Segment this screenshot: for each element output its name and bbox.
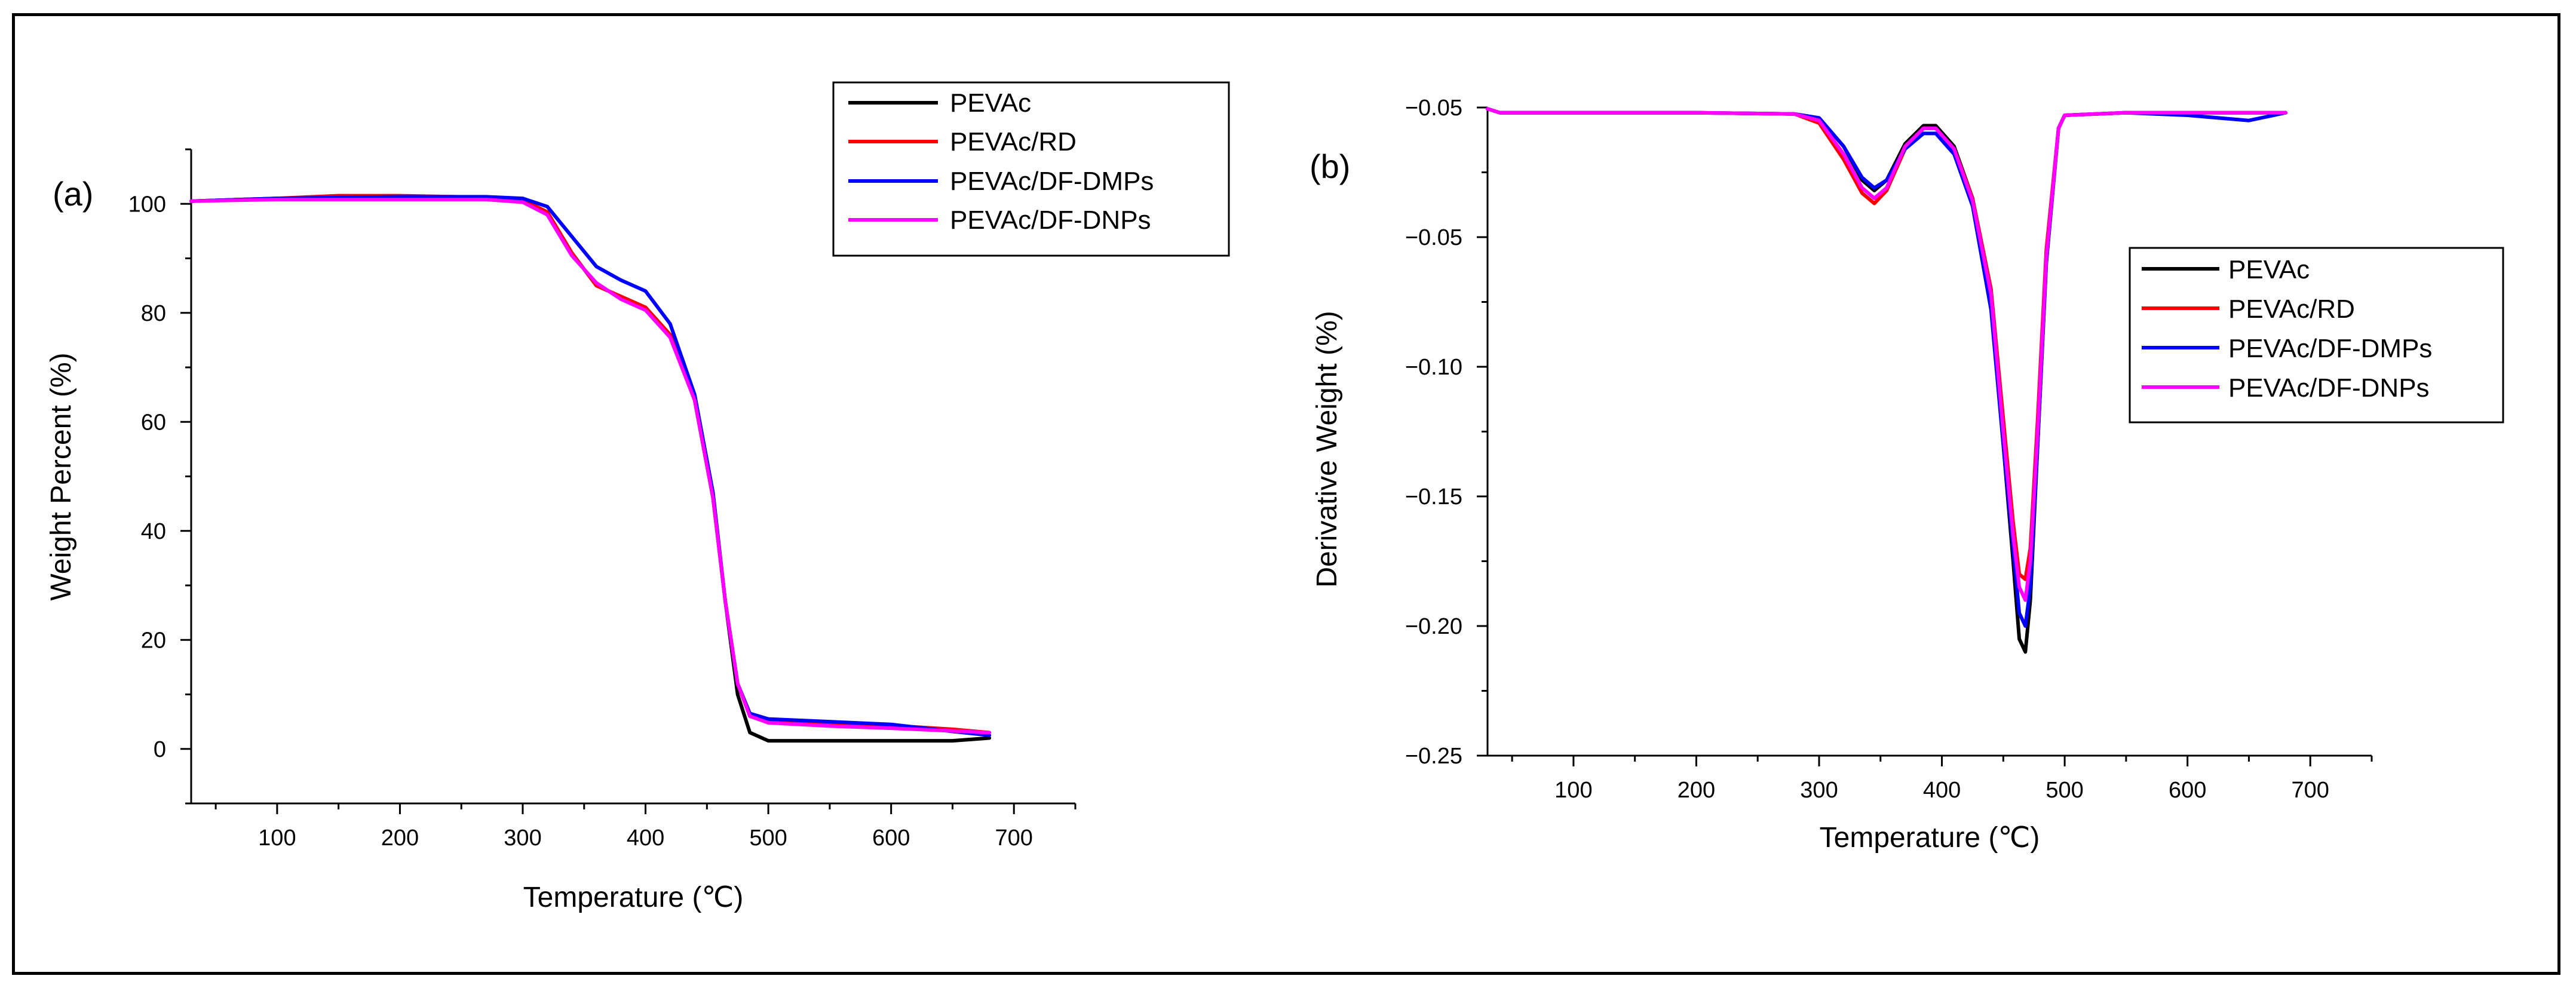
panel-a-legend-box bbox=[832, 81, 1230, 257]
panel-b-series-group bbox=[1486, 107, 2288, 654]
panel-a-y-tick-label: 60 bbox=[141, 410, 166, 435]
panel-b-legend-label-3: PEVAc/DF-DNPs bbox=[2228, 373, 2430, 403]
panel-a-series-pevac-df-dnps bbox=[189, 198, 992, 735]
panel-b-x-label: Temperature (℃) bbox=[1820, 822, 2040, 854]
panel-b-label: (b) bbox=[1310, 148, 1350, 185]
panel-b-x-tick-label: 100 bbox=[1554, 778, 1592, 803]
panel-a-x-tick-label: 300 bbox=[504, 826, 541, 851]
panel-a-x-tick-label: 100 bbox=[258, 826, 296, 851]
panel-a: (a) 100 200 300 400 500 600 700 0 20 40 60 80 100 Te… bbox=[45, 81, 1230, 913]
panel-b-y-label: Derivative Weight (%) bbox=[1311, 311, 1343, 587]
panel-a-x-tick-label: 600 bbox=[872, 826, 910, 851]
panel-b-legend-label-1: PEVAc/RD bbox=[2228, 294, 2355, 324]
panel-b-y-tick-label: −0.05 bbox=[1405, 225, 1462, 250]
panel-b-x-tick-label: 600 bbox=[2169, 778, 2206, 803]
panel-b-x-tick-label: 500 bbox=[2046, 778, 2083, 803]
panel-a-label: (a) bbox=[53, 175, 93, 213]
panel-b-axes bbox=[1486, 108, 2372, 757]
panel-a-y-tick-label: 0 bbox=[154, 737, 166, 762]
figure-frame bbox=[12, 13, 2560, 975]
panel-b-y-tick-label: −0.25 bbox=[1405, 744, 1462, 769]
panel-a-x-tick-label: 400 bbox=[627, 826, 664, 851]
panel-b-series-pevac-df-dnps bbox=[1486, 107, 2288, 602]
panel-a-legend-label-2: PEVAc/DF-DMPs bbox=[950, 167, 1154, 196]
panel-b-y-tick-label: −0.20 bbox=[1405, 614, 1462, 639]
panel-a-y-label: Weight Percent (%) bbox=[45, 352, 77, 600]
panel-a-series-pevac-df-dmps bbox=[189, 195, 992, 737]
panel-a-y-tick-label: 40 bbox=[141, 519, 166, 544]
panel-b-legend-label-2: PEVAc/DF-DMPs bbox=[2228, 334, 2432, 363]
panel-a-legend-label-0: PEVAc bbox=[950, 88, 1031, 118]
panel-a-ticks: 100 200 300 400 500 600 700 0 20 40 60 80 100 bbox=[128, 148, 1077, 851]
panel-b-x-tick-label: 700 bbox=[2292, 778, 2329, 803]
panel-a-y-tick-label: 100 bbox=[128, 192, 166, 217]
panel-a-y-tick-label: 20 bbox=[141, 628, 166, 653]
panel-b-x-tick-label: 300 bbox=[1800, 778, 1838, 803]
panel-b-legend-box bbox=[2129, 247, 2504, 424]
panel-b-legend-label-0: PEVAc bbox=[2228, 255, 2310, 284]
panel-a-x-tick-label: 700 bbox=[995, 826, 1033, 851]
panel-b-y-tick-label: −0.05 bbox=[1405, 96, 1462, 121]
panel-a-legend: PEVAc PEVAc/RD PEVAc/DF-DMPs PEVAc/DF-DN… bbox=[832, 81, 1230, 257]
panel-a-x-label: Temperature (℃) bbox=[523, 882, 744, 913]
panel-b-x-tick-label: 400 bbox=[1923, 778, 1961, 803]
panel-a-x-tick-label: 200 bbox=[381, 826, 419, 851]
panel-a-x-tick-label: 500 bbox=[749, 826, 787, 851]
panel-b: (b) 100 200 300 400 500 600 700 −0.25 −0.20 −0.15… bbox=[1310, 96, 2504, 854]
panel-a-y-tick-label: 80 bbox=[141, 301, 166, 326]
panel-a-series-group bbox=[189, 194, 992, 743]
panel-b-legend: PEVAc PEVAc/RD PEVAc/DF-DMPs PEVAc/DF-DN… bbox=[2129, 247, 2504, 424]
panel-b-y-tick-label: −0.15 bbox=[1405, 484, 1462, 510]
panel-a-legend-label-1: PEVAc/RD bbox=[950, 127, 1077, 157]
panel-b-y-tick-label: −0.10 bbox=[1405, 355, 1462, 380]
panel-b-x-tick-label: 200 bbox=[1678, 778, 1715, 803]
panel-a-legend-label-3: PEVAc/DF-DNPs bbox=[950, 205, 1151, 235]
panel-b-ticks: 100 200 300 400 500 600 700 −0.25 −0.20 −0.15 −0.1… bbox=[1405, 96, 2373, 803]
